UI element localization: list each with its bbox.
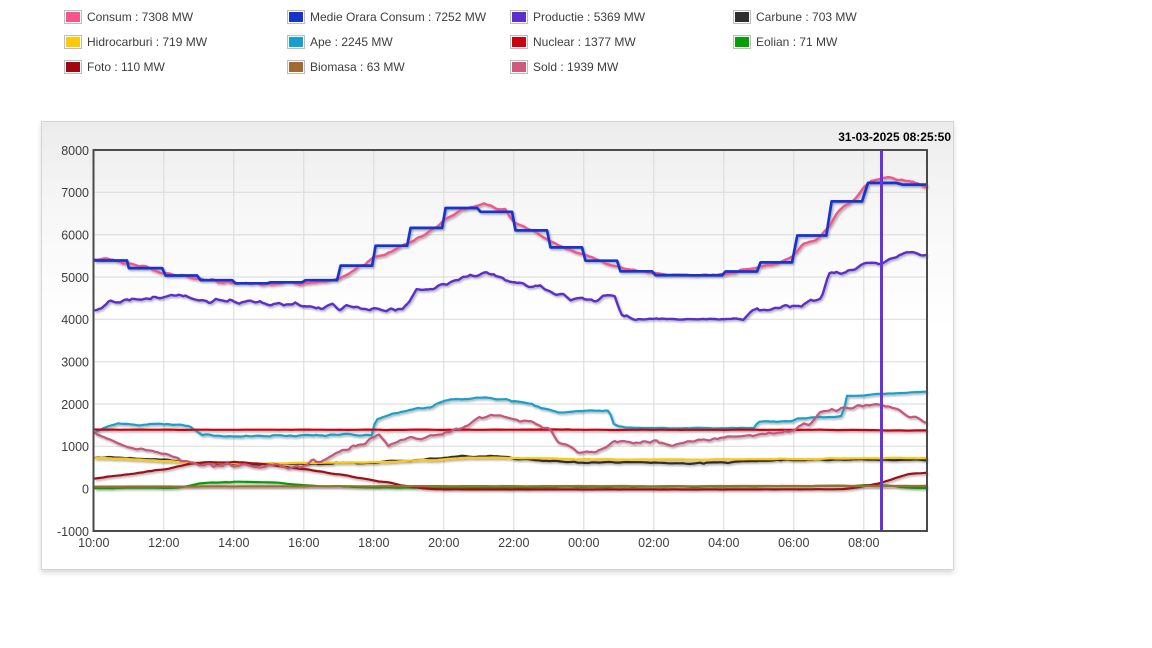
svg-text:08:00: 08:00 [848,536,879,550]
svg-text:02:00: 02:00 [638,536,669,550]
svg-text:10:00: 10:00 [78,536,109,550]
svg-text:14:00: 14:00 [218,536,249,550]
svg-text:22:00: 22:00 [498,536,529,550]
svg-text:7000: 7000 [61,186,89,200]
svg-text:00:00: 00:00 [568,536,599,550]
svg-text:12:00: 12:00 [148,536,179,550]
svg-text:-1000: -1000 [57,525,89,539]
svg-text:4000: 4000 [61,313,89,327]
svg-text:20:00: 20:00 [428,536,459,550]
svg-text:06:00: 06:00 [778,536,809,550]
svg-text:1000: 1000 [61,440,89,454]
svg-text:3000: 3000 [61,356,89,370]
svg-text:6000: 6000 [61,229,89,243]
svg-text:18:00: 18:00 [358,536,389,550]
svg-text:8000: 8000 [61,144,89,158]
svg-text:04:00: 04:00 [708,536,739,550]
svg-text:16:00: 16:00 [288,536,319,550]
svg-text:5000: 5000 [61,271,89,285]
svg-text:31-03-2025 08:25:50: 31-03-2025 08:25:50 [838,130,951,144]
svg-text:2000: 2000 [61,398,89,412]
svg-text:0: 0 [82,483,89,497]
